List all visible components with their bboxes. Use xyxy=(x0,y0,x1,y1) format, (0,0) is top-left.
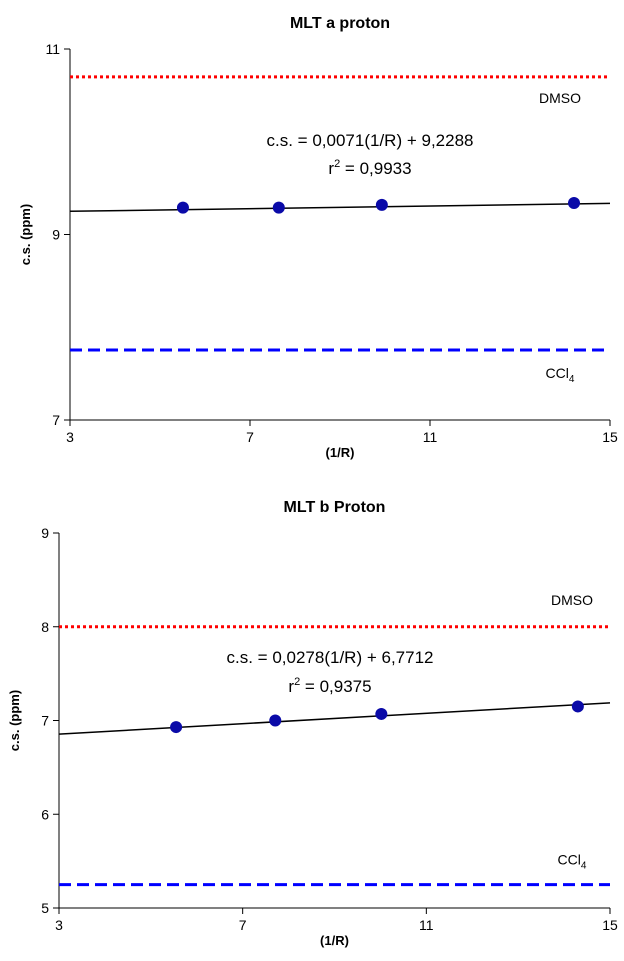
x-tick-label: 11 xyxy=(423,429,438,445)
x-axis-label: (1/R) xyxy=(320,933,349,948)
y-tick-label: 8 xyxy=(41,619,49,635)
r-squared: r2 = 0,9375 xyxy=(288,676,371,696)
reference-label-sub: 4 xyxy=(569,374,575,385)
x-tick-label: 3 xyxy=(55,917,63,933)
y-tick-label: 6 xyxy=(41,806,49,822)
x-tick-label: 11 xyxy=(419,917,434,933)
y-tick-label: 9 xyxy=(52,227,60,243)
chart-title: MLT a proton xyxy=(290,15,390,32)
x-tick-label: 15 xyxy=(602,429,618,445)
x-tick-label: 7 xyxy=(239,917,247,933)
r-squared-sup: 2 xyxy=(334,158,340,170)
y-tick-label: 11 xyxy=(45,41,60,57)
data-point xyxy=(176,201,189,214)
r-squared-text: = 0,9933 xyxy=(340,159,411,178)
y-tick-label: 7 xyxy=(52,412,60,428)
reference-label: CCl4 xyxy=(558,852,587,872)
x-axis-label: (1/R) xyxy=(326,445,355,460)
chart-title: MLT b Proton xyxy=(284,499,386,516)
reference-label-base: CCl xyxy=(558,852,581,868)
equation: c.s. = 0,0071(1/R) + 9,2288 xyxy=(267,131,474,150)
reference-label-base: DMSO xyxy=(551,592,593,608)
reference-label: DMSO xyxy=(551,592,593,608)
y-tick-label: 9 xyxy=(41,525,49,541)
r-squared-sup: 2 xyxy=(294,676,300,688)
y-axis-label: c.s. (ppm) xyxy=(18,204,33,265)
y-tick-label: 5 xyxy=(41,900,49,916)
reference-label-base: DMSO xyxy=(539,90,581,106)
trend-line xyxy=(58,702,611,735)
reference-label-sub: 4 xyxy=(581,861,587,872)
x-tick-label: 3 xyxy=(66,429,74,445)
reference-label-base: CCl xyxy=(546,365,569,381)
data-point xyxy=(269,714,282,727)
data-point xyxy=(568,196,580,209)
y-axis-label: c.s. (ppm) xyxy=(7,690,22,751)
data-point xyxy=(272,201,285,214)
trend-line xyxy=(69,202,611,213)
r-squared-base: r xyxy=(288,677,294,696)
data-point xyxy=(571,700,584,713)
r-squared-base: r xyxy=(328,159,334,178)
x-tick-label: 7 xyxy=(246,429,254,445)
data-point xyxy=(375,198,388,211)
data-point xyxy=(375,707,388,720)
r-squared-text: = 0,9375 xyxy=(300,677,371,696)
x-tick-label: 15 xyxy=(602,917,618,933)
y-tick-label: 7 xyxy=(41,713,49,729)
reference-label: CCl4 xyxy=(546,365,575,385)
r-squared: r2 = 0,9933 xyxy=(328,158,411,178)
reference-label: DMSO xyxy=(539,90,581,106)
equation: c.s. = 0,0278(1/R) + 6,7712 xyxy=(227,648,434,667)
data-point xyxy=(170,721,183,734)
